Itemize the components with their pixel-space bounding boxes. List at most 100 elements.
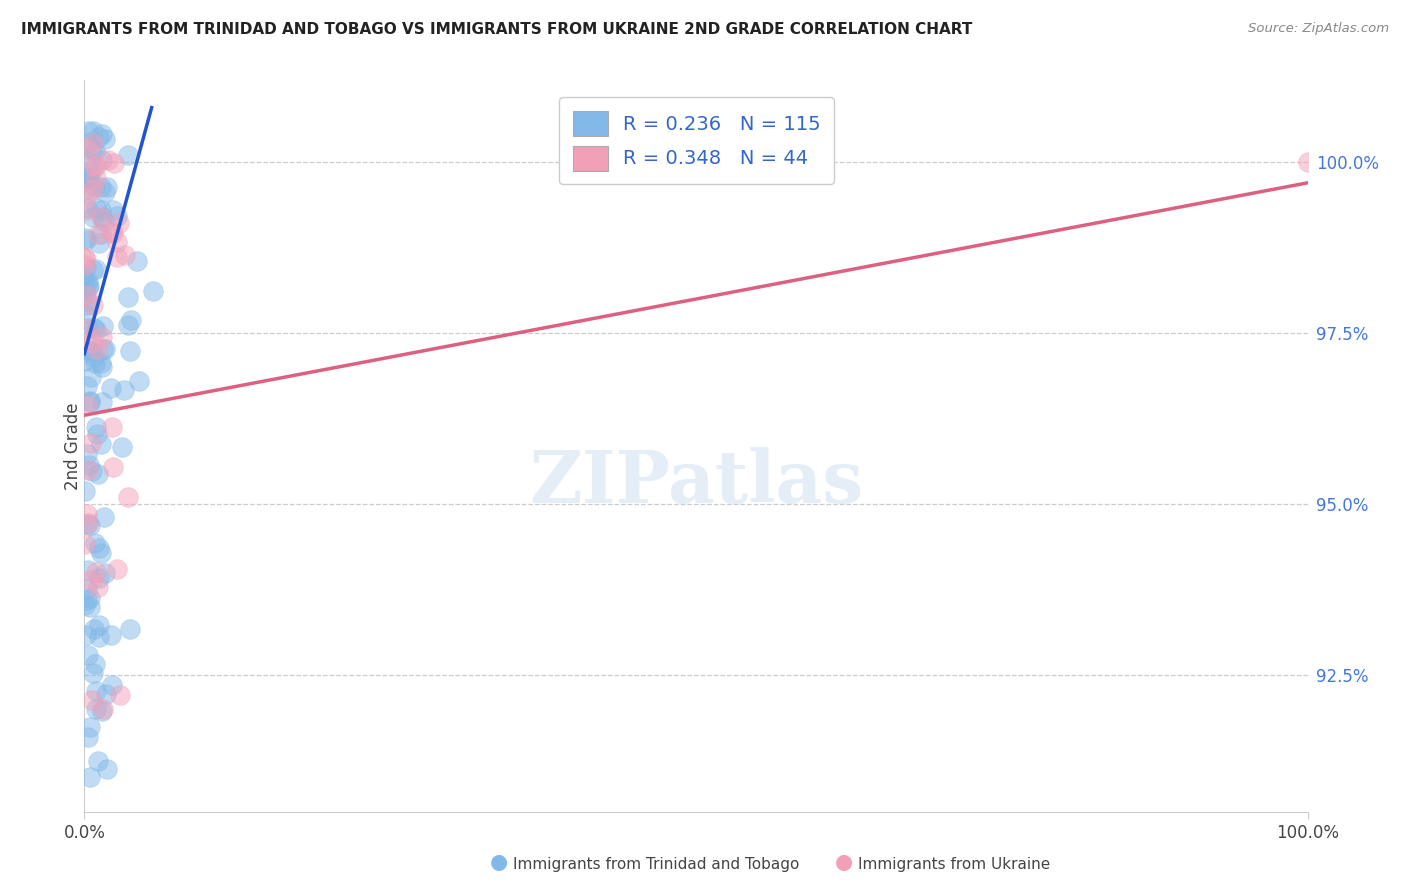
Point [79,394,101,409]
Point [96,763,118,777]
Point [89,571,111,585]
Point [90,356,112,370]
Point [75,258,97,272]
Point [79,770,101,784]
Point [73,306,96,320]
Point [76,182,98,196]
Point [120,622,142,636]
Point [75,484,97,499]
Point [77,123,100,137]
Point [75,251,97,265]
Text: ●: ● [491,853,508,872]
Point [87,580,110,594]
Point [84,262,107,277]
Point [94,185,117,199]
Point [75,260,97,275]
Point [82,262,104,277]
Point [82,666,104,681]
Point [91,319,114,334]
Point [1296,155,1319,169]
Point [73,271,96,285]
Point [75,202,97,217]
Point [90,127,112,141]
Text: Immigrants from Ukraine: Immigrants from Ukraine [858,857,1050,872]
Point [75,230,97,244]
Point [100,225,122,239]
Point [83,144,105,158]
Point [76,516,98,531]
Point [107,235,129,250]
Point [96,688,118,702]
Point [114,248,136,262]
Point [93,343,115,357]
Point [77,516,100,530]
Legend: R = 0.236   N = 115, R = 0.348   N = 44: R = 0.236 N = 115, R = 0.348 N = 44 [560,97,834,185]
Point [112,384,135,398]
Point [84,170,107,185]
Point [87,630,110,644]
Point [77,155,100,169]
Point [76,170,98,185]
Point [75,233,97,247]
Point [77,730,100,744]
Text: ZIPatlas: ZIPatlas [529,447,863,518]
Point [90,180,112,194]
Point [103,156,125,170]
Point [82,124,104,138]
Text: Immigrants from Trinidad and Tobago: Immigrants from Trinidad and Tobago [513,857,800,872]
Point [84,565,107,579]
Text: IMMIGRANTS FROM TRINIDAD AND TOBAGO VS IMMIGRANTS FROM UKRAINE 2ND GRADE CORRELA: IMMIGRANTS FROM TRINIDAD AND TOBAGO VS I… [21,22,973,37]
Point [125,253,148,268]
Point [80,165,103,179]
Point [75,298,97,312]
Point [83,657,105,671]
Point [76,447,98,461]
Point [76,287,98,301]
Point [76,201,98,215]
Point [84,201,107,215]
Point [105,562,128,576]
Point [101,419,124,434]
Point [75,284,97,298]
Point [79,278,101,293]
Point [75,251,97,265]
Point [80,344,103,359]
Point [87,754,110,768]
Point [94,566,117,581]
Point [76,593,98,607]
Point [89,202,111,217]
Point [90,227,112,241]
Point [80,573,103,587]
Point [93,702,115,716]
Point [80,693,103,707]
Point [79,395,101,409]
Point [91,342,114,356]
Point [75,354,97,368]
Point [97,153,120,167]
Point [111,440,134,454]
Point [120,343,142,358]
Point [80,143,103,157]
Point [87,130,110,145]
Point [76,563,98,577]
Point [73,287,96,301]
Point [110,688,132,702]
Point [105,209,128,223]
Point [93,510,115,524]
Point [120,313,142,327]
Point [76,582,98,596]
Point [79,591,101,605]
Y-axis label: 2nd Grade: 2nd Grade [65,402,82,490]
Point [77,458,100,473]
Point [100,381,122,395]
Point [91,359,114,374]
Point [82,181,104,195]
Point [90,153,112,168]
Point [84,702,107,716]
Point [101,226,124,240]
Point [86,427,108,442]
Point [100,678,122,692]
Text: ●: ● [835,853,852,872]
Point [79,719,101,733]
Point [108,216,131,230]
